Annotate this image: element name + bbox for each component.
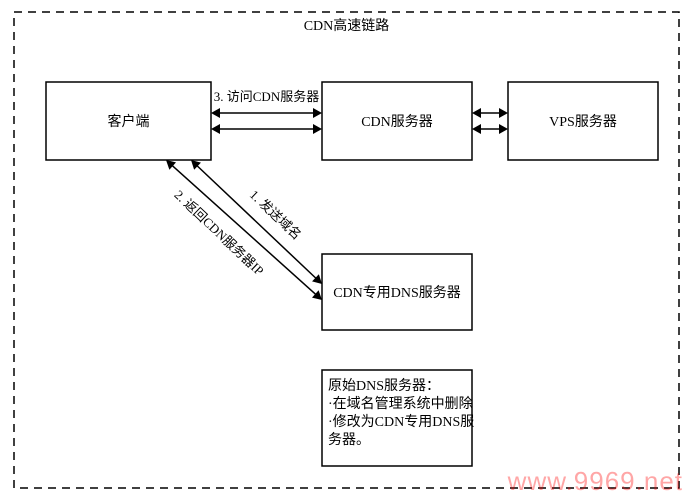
box-cdn-label: CDN服务器 [361,114,433,130]
watermark: www.9969.net [507,466,683,496]
svg-text:·修改为CDN专用DNS服: ·修改为CDN专用DNS服 [328,414,474,430]
box-vps: VPS服务器 [508,82,658,160]
svg-text:·在域名管理系统中删除: ·在域名管理系统中删除 [328,396,473,412]
box-dns: CDN专用DNS服务器 [322,254,472,330]
svg-text:原始DNS服务器：: 原始DNS服务器： [328,378,440,394]
box-orig-dns: 原始DNS服务器： ·在域名管理系统中删除 ·修改为CDN专用DNS服务器。 [322,370,474,466]
box-vps-label: VPS服务器 [549,114,617,130]
box-client: 客户端 [46,82,211,160]
box-client-label: 客户端 [108,113,150,130]
label-visit-cdn: 3. 访问CDN服务器 [214,89,319,104]
box-cdn: CDN服务器 [322,82,472,160]
label-send-domain: 1. 发送域名 [247,187,305,243]
box-dns-label: CDN专用DNS服务器 [333,285,461,301]
svg-text:务器。: 务器。 [328,432,370,448]
frame-title: CDN高速链路 [304,17,390,34]
